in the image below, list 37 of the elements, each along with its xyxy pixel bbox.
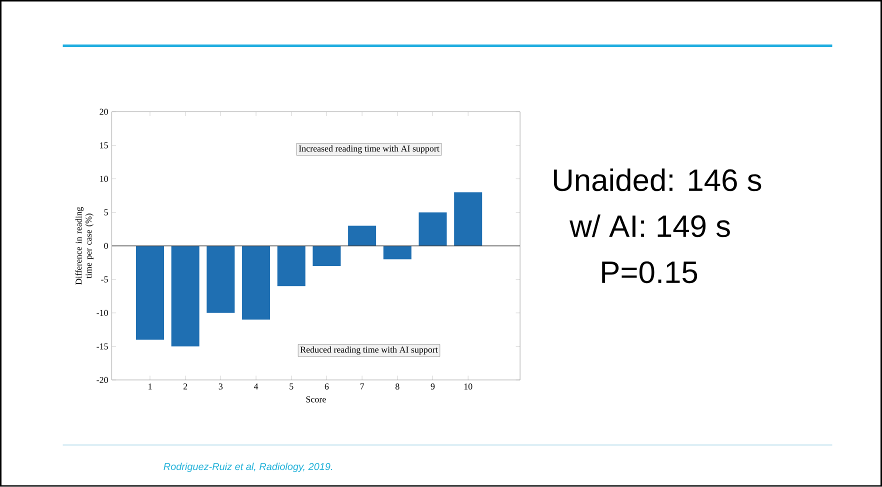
x-tick-label: 6 [324, 384, 329, 390]
text: P=0.15 [602, 261, 698, 284]
y-tick-label: -20 [96, 377, 108, 384]
y-tick-label: 10 [100, 176, 108, 182]
x-tick-label: 9 [430, 384, 435, 390]
bar [348, 226, 376, 246]
text: w/ AI: 149 s [570, 214, 730, 238]
x-axis-title: Score [306, 396, 326, 403]
bar [312, 246, 341, 266]
y-axis-title: Difference in reading time per case (%) [75, 207, 94, 285]
x-tick-label: 10 [464, 384, 472, 390]
y-tick-label: 0 [104, 242, 108, 250]
x-tick-label: 7 [360, 384, 364, 390]
bar [171, 246, 200, 347]
x-tick-label: 2 [183, 384, 188, 390]
bar [383, 246, 412, 260]
bar [206, 246, 235, 314]
y-tick-label: -5 [101, 276, 108, 282]
y-tick-label: 15 [100, 142, 108, 148]
y-tick-label: 20 [100, 108, 108, 115]
bar [242, 246, 270, 320]
bar [277, 246, 306, 286]
bar [454, 192, 482, 246]
text: Rodriguez-Ruiz et al, Radiology, 2019. [164, 462, 332, 472]
x-tick-label: 1 [148, 384, 152, 390]
x-tick-label: 5 [290, 384, 294, 390]
bar [136, 246, 164, 340]
y-tick-label: -10 [96, 310, 108, 316]
y-tick-label: 5 [104, 209, 108, 216]
annotation: Increased reading time with AI support [298, 145, 440, 154]
bar [418, 212, 447, 246]
x-tick-label: 8 [396, 384, 400, 390]
x-tick-label: 4 [254, 384, 258, 390]
y-tick-label: -15 [96, 344, 108, 350]
x-tick-label: 3 [218, 384, 223, 390]
annotation: Reduced reading time with AI support [300, 346, 438, 355]
text: Unaided: 146 s [554, 168, 762, 192]
